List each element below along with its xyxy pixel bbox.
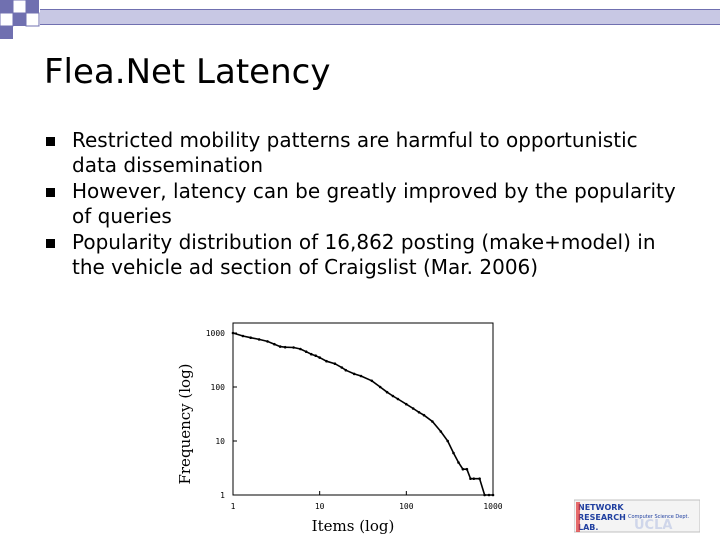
bullet-text: Restricted mobility patterns are harmful… <box>72 128 638 177</box>
data-point <box>257 338 261 341</box>
slide-title: Flea.Net Latency <box>44 52 331 92</box>
data-point <box>465 467 469 471</box>
data-point <box>487 493 491 497</box>
data-point <box>417 411 421 414</box>
bullet-list: Restricted mobility patterns are harmful… <box>46 128 686 281</box>
bullet-text: Popularity distribution of 16,862 postin… <box>72 230 656 279</box>
logo-line2: RESEARCH <box>578 513 626 522</box>
data-point <box>340 366 344 369</box>
y-tick-label: 10 <box>215 437 225 446</box>
data-point <box>370 379 374 383</box>
logo-line1: NETWORK <box>578 503 624 512</box>
y-tick-label: 100 <box>211 383 226 392</box>
data-point <box>469 477 472 480</box>
y-tick-label: 1 <box>220 491 225 500</box>
data-point <box>457 461 460 464</box>
data-point <box>249 336 252 339</box>
data-point <box>344 368 348 372</box>
bullet-item: However, latency can be greatly improved… <box>46 179 686 229</box>
data-point <box>431 420 434 423</box>
data-point <box>452 451 455 455</box>
data-point <box>385 390 389 394</box>
data-point <box>333 362 337 365</box>
data-point <box>472 477 476 480</box>
data-point <box>352 372 356 376</box>
data-point <box>439 430 443 433</box>
x-tick-label: 100 <box>399 502 414 511</box>
data-point <box>310 352 313 356</box>
data-point <box>422 413 426 417</box>
bullet-item: Popularity distribution of 16,862 postin… <box>46 230 686 280</box>
data-point <box>273 342 276 346</box>
logo-line3: LAB. <box>578 523 598 532</box>
x-tick-label: 1 <box>231 502 236 511</box>
data-point <box>314 354 317 357</box>
data-point <box>241 334 245 338</box>
data-point <box>304 350 308 353</box>
data-point <box>292 346 295 349</box>
data-point <box>446 439 450 443</box>
square-bullet-icon <box>46 239 55 248</box>
data-point <box>318 356 321 359</box>
data-point <box>461 467 465 471</box>
data-point <box>378 385 382 389</box>
data-point <box>491 493 495 497</box>
network-research-lab-logo: NETWORK RESEARCH LAB. Computer Science D… <box>574 498 700 534</box>
data-point <box>359 374 363 378</box>
y-axis-label: Frequency (log) <box>176 363 194 484</box>
x-tick-label: 10 <box>315 502 325 511</box>
decorative-squares <box>0 0 60 40</box>
data-point <box>266 340 269 343</box>
series-line <box>232 332 493 496</box>
bullet-text: However, latency can be greatly improved… <box>72 179 676 228</box>
plot-frame <box>232 322 494 496</box>
data-point <box>396 397 400 401</box>
data-point <box>299 347 302 351</box>
y-tick-label: 1000 <box>206 329 225 338</box>
data-point <box>478 477 481 480</box>
logo-dept: Computer Science Dept. <box>628 514 689 520</box>
data-point <box>283 345 287 349</box>
data-point <box>483 493 486 497</box>
data-point <box>278 345 282 348</box>
square-bullet-icon <box>46 137 55 146</box>
data-point <box>391 394 395 398</box>
square-bullet-icon <box>46 188 55 197</box>
data-point <box>325 359 328 363</box>
data-point <box>411 407 415 410</box>
logo-school: UCLA <box>634 518 672 533</box>
bullet-item: Restricted mobility patterns are harmful… <box>46 128 686 178</box>
data-point <box>231 331 235 335</box>
data-point <box>405 402 408 406</box>
x-tick-label: 1000 <box>483 502 502 511</box>
title-bar <box>40 9 720 25</box>
x-axis-label: Items (log) <box>312 517 395 535</box>
popularity-chart: 1 10 100 1000 1 10 100 1000 Items (log) Frequency… <box>176 322 503 535</box>
